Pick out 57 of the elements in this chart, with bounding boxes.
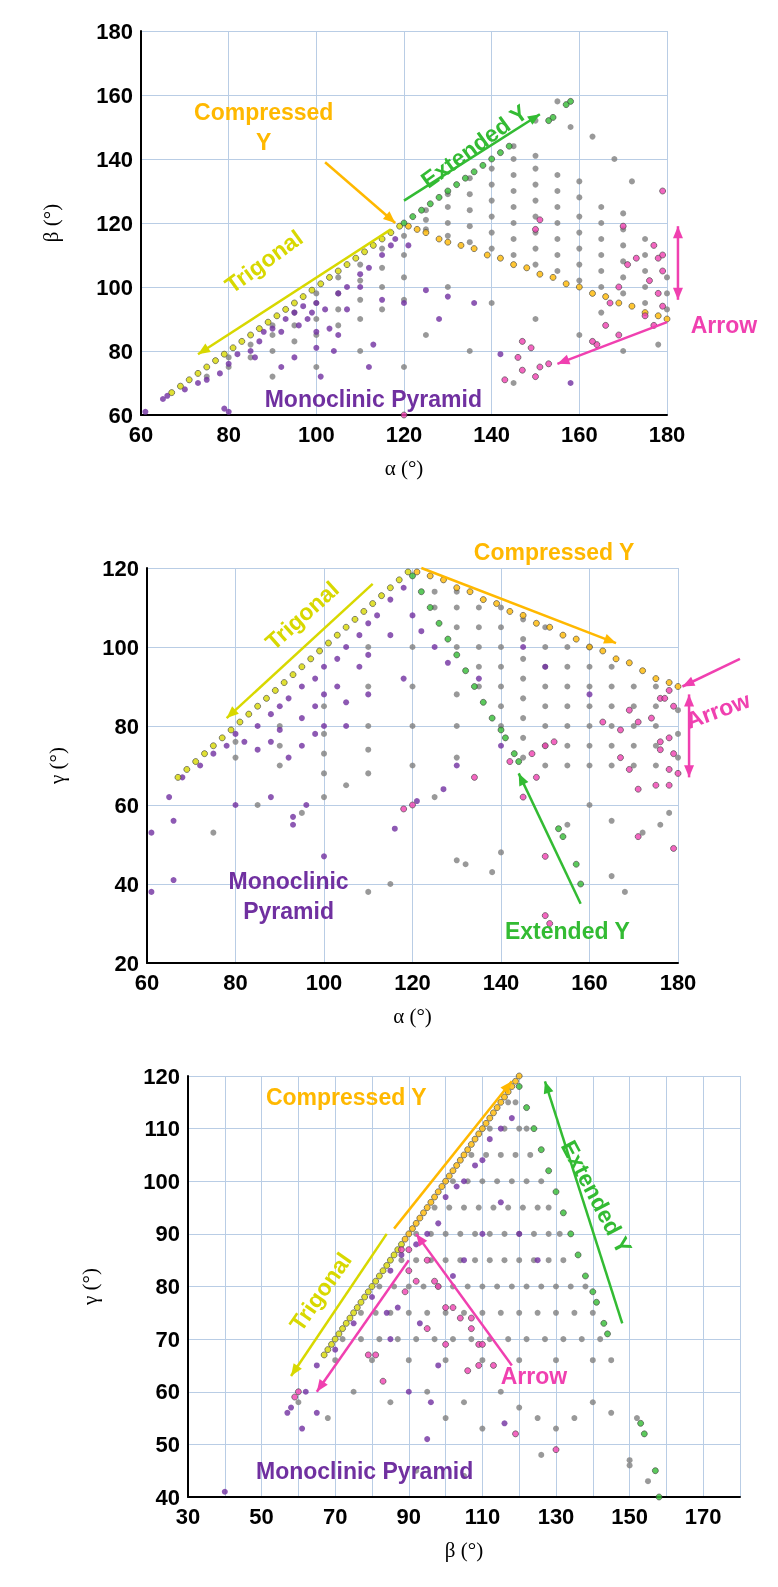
y-tick-label: 140 — [96, 146, 133, 172]
y-tick-label: 180 — [96, 18, 133, 44]
y-tick-label: 20 — [114, 950, 139, 976]
x-tick-label: 150 — [611, 1503, 648, 1529]
x-tick-label: 90 — [396, 1503, 422, 1529]
y-tick-label: 120 — [102, 555, 139, 581]
series-label: Arrow — [500, 1362, 568, 1389]
x-axis-title: β (°) — [444, 1537, 484, 1562]
x-tick-label: 160 — [560, 421, 598, 447]
x-tick-label: 180 — [659, 969, 697, 995]
y-tick-label: 80 — [108, 338, 133, 364]
y-tick-label: 40 — [114, 871, 139, 897]
x-axis-title: α (°) — [393, 1003, 432, 1028]
series-label: Monoclinic Pyramid — [228, 867, 349, 924]
x-tick-label: 100 — [305, 969, 343, 995]
x-tick-label: 180 — [648, 421, 686, 447]
y-tick-label: 110 — [144, 1116, 180, 1142]
series-label: Compressed Y — [473, 539, 635, 566]
y-tick-label: 70 — [155, 1326, 180, 1352]
y-tick-label: 60 — [108, 402, 133, 428]
legend-label: Arrow — [682, 686, 754, 734]
text: Extended Y — [504, 918, 630, 945]
series-label: Monoclinic Pyramid — [264, 386, 482, 412]
y-tick-label: 40 — [155, 1484, 180, 1510]
x-tick-label: 130 — [537, 1503, 575, 1529]
x-tick-label: 170 — [684, 1503, 722, 1529]
y-tick-label: 80 — [114, 713, 139, 739]
text: Compressed Y — [194, 99, 334, 155]
x-tick-label: 110 — [464, 1503, 501, 1529]
x-tick-label: 70 — [322, 1503, 348, 1529]
x-tick-label: 140 — [482, 969, 520, 995]
x-axis-title: α (°) — [384, 455, 424, 480]
x-tick-label: 120 — [394, 969, 431, 995]
y-axis-title: β (°) — [38, 203, 63, 243]
y-tick-label: 100 — [96, 274, 133, 300]
x-tick-label: 120 — [385, 421, 423, 447]
y-tick-label: 90 — [155, 1221, 180, 1247]
x-tick-label: 100 — [297, 421, 335, 447]
x-tick-label: 160 — [571, 969, 608, 995]
y-axis-title: γ (°) — [77, 1268, 102, 1306]
y-tick-label: 120 — [143, 1063, 180, 1089]
y-tick-label: 160 — [96, 82, 133, 108]
y-tick-label: 80 — [155, 1274, 180, 1299]
y-tick-label: 100 — [143, 1168, 180, 1194]
y-tick-label: 100 — [102, 634, 139, 660]
y-tick-label: 60 — [114, 792, 139, 818]
x-tick-label: 80 — [216, 421, 241, 447]
x-tick-label: 140 — [473, 421, 511, 447]
y-tick-label: 50 — [155, 1431, 180, 1457]
series-label: Monoclinic Pyramid — [256, 1457, 474, 1484]
y-tick-label: 120 — [96, 210, 133, 236]
text: Compressed Y — [265, 1084, 427, 1111]
x-tick-label: 50 — [249, 1503, 274, 1529]
legend-label: Arrow — [690, 312, 758, 339]
y-axis-title: γ (°) — [44, 747, 69, 785]
x-tick-label: 80 — [223, 969, 248, 995]
y-tick-label: 60 — [155, 1379, 180, 1405]
